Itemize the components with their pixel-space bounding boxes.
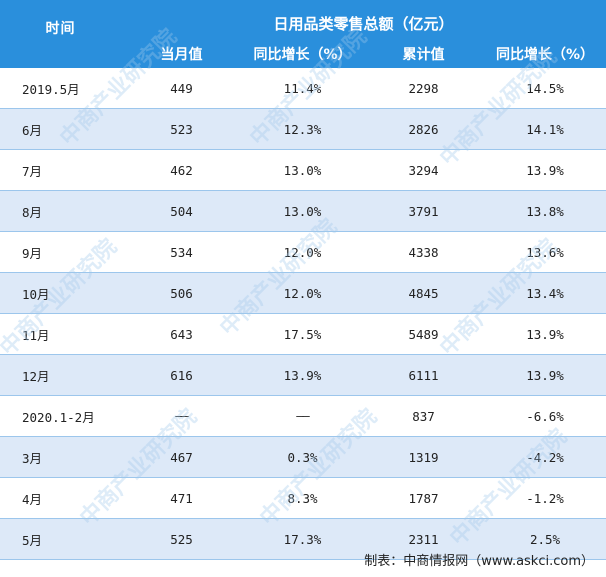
period-cell: 8月 — [0, 190, 121, 232]
monthly-yoy-cell: 13.9% — [242, 354, 363, 396]
cumulative-yoy-cell: 13.9% — [484, 354, 606, 396]
period-cell: 6月 — [0, 108, 121, 150]
monthly-yoy-cell: 11.4% — [242, 68, 363, 109]
period-cell: 2019.5月 — [0, 68, 121, 109]
cumulative-yoy-cell: 13.9% — [484, 313, 606, 355]
cumulative-value-cell: 837 — [363, 395, 484, 437]
period-cell: 5月 — [0, 518, 121, 560]
monthly-yoy-cell: —— — [242, 395, 363, 437]
cumulative-value-cell: 1319 — [363, 436, 484, 478]
cumulative-yoy-cell: 13.8% — [484, 190, 606, 232]
cumulative-value-cell: 2298 — [363, 68, 484, 109]
monthly-value-cell: 643 — [121, 313, 242, 355]
monthly-yoy-cell: 0.3% — [242, 436, 363, 478]
retail-sales-table: 时间 日用品类零售总额（亿元） 当月值 同比增长（%） 累计值 同比增长（%） … — [0, 0, 606, 560]
table-row: 12月 616 13.9% 6111 13.9% — [0, 354, 606, 396]
cumulative-yoy-cell: 2.5% — [484, 518, 606, 560]
period-cell: 9月 — [0, 231, 121, 273]
table-row: 9月 534 12.0% 4338 13.6% — [0, 231, 606, 273]
table-row: 2020.1-2月 —— —— 837 -6.6% — [0, 395, 606, 437]
time-column-header: 时间 — [0, 0, 121, 68]
table-row: 11月 643 17.5% 5489 13.9% — [0, 313, 606, 355]
source-footer: 制表：中商情报网（www.askci.com） — [364, 554, 594, 569]
table-row: 4月 471 8.3% 1787 -1.2% — [0, 477, 606, 519]
monthly-yoy-cell: 8.3% — [242, 477, 363, 519]
cumulative-yoy-header: 同比增长（%） — [484, 36, 606, 68]
cumulative-value-cell: 4338 — [363, 231, 484, 273]
cumulative-value-cell: 4845 — [363, 272, 484, 314]
monthly-value-cell: 471 — [121, 477, 242, 519]
monthly-value-header: 当月值 — [121, 36, 242, 68]
monthly-yoy-cell: 13.0% — [242, 190, 363, 232]
monthly-value-cell: 462 — [121, 149, 242, 191]
table-row: 7月 462 13.0% 3294 13.9% — [0, 149, 606, 191]
monthly-yoy-cell: 17.5% — [242, 313, 363, 355]
cumulative-value-cell: 2311 — [363, 518, 484, 560]
period-cell: 11月 — [0, 313, 121, 355]
cumulative-value-cell: 6111 — [363, 354, 484, 396]
group-header: 日用品类零售总额（亿元） — [121, 0, 606, 36]
monthly-yoy-cell: 13.0% — [242, 149, 363, 191]
monthly-yoy-cell: 12.3% — [242, 108, 363, 150]
table-row: 10月 506 12.0% 4845 13.4% — [0, 272, 606, 314]
table-row: 2019.5月 449 11.4% 2298 14.5% — [0, 68, 606, 109]
cumulative-value-cell: 1787 — [363, 477, 484, 519]
period-cell: 2020.1-2月 — [0, 395, 121, 437]
cumulative-yoy-cell: 13.9% — [484, 149, 606, 191]
monthly-value-cell: 616 — [121, 354, 242, 396]
period-cell: 12月 — [0, 354, 121, 396]
monthly-value-cell: 525 — [121, 518, 242, 560]
table-row: 3月 467 0.3% 1319 -4.2% — [0, 436, 606, 478]
period-cell: 7月 — [0, 149, 121, 191]
cumulative-yoy-cell: 13.6% — [484, 231, 606, 273]
monthly-yoy-header: 同比增长（%） — [242, 36, 363, 68]
monthly-value-cell: 449 — [121, 68, 242, 109]
cumulative-yoy-cell: -4.2% — [484, 436, 606, 478]
period-cell: 10月 — [0, 272, 121, 314]
period-cell: 4月 — [0, 477, 121, 519]
monthly-value-cell: 523 — [121, 108, 242, 150]
cumulative-yoy-cell: 13.4% — [484, 272, 606, 314]
cumulative-value-cell: 3294 — [363, 149, 484, 191]
table-row: 6月 523 12.3% 2826 14.1% — [0, 108, 606, 150]
monthly-yoy-cell: 12.0% — [242, 231, 363, 273]
monthly-value-cell: 534 — [121, 231, 242, 273]
monthly-yoy-cell: 17.3% — [242, 518, 363, 560]
cumulative-yoy-cell: -6.6% — [484, 395, 606, 437]
cumulative-value-cell: 5489 — [363, 313, 484, 355]
table-body: 2019.5月 449 11.4% 2298 14.5% 6月 523 12.3% 2826 14… — [0, 68, 606, 560]
cumulative-value-header: 累计值 — [363, 36, 484, 68]
cumulative-value-cell: 2826 — [363, 108, 484, 150]
cumulative-yoy-cell: 14.1% — [484, 108, 606, 150]
monthly-value-cell: 506 — [121, 272, 242, 314]
period-cell: 3月 — [0, 436, 121, 478]
cumulative-value-cell: 3791 — [363, 190, 484, 232]
table-header: 时间 日用品类零售总额（亿元） 当月值 同比增长（%） 累计值 同比增长（%） — [0, 0, 606, 68]
monthly-value-cell: —— — [121, 395, 242, 437]
table-row: 8月 504 13.0% 3791 13.8% — [0, 190, 606, 232]
table-row: 5月 525 17.3% 2311 2.5% — [0, 518, 606, 560]
monthly-yoy-cell: 12.0% — [242, 272, 363, 314]
cumulative-yoy-cell: 14.5% — [484, 68, 606, 109]
monthly-value-cell: 467 — [121, 436, 242, 478]
cumulative-yoy-cell: -1.2% — [484, 477, 606, 519]
monthly-value-cell: 504 — [121, 190, 242, 232]
